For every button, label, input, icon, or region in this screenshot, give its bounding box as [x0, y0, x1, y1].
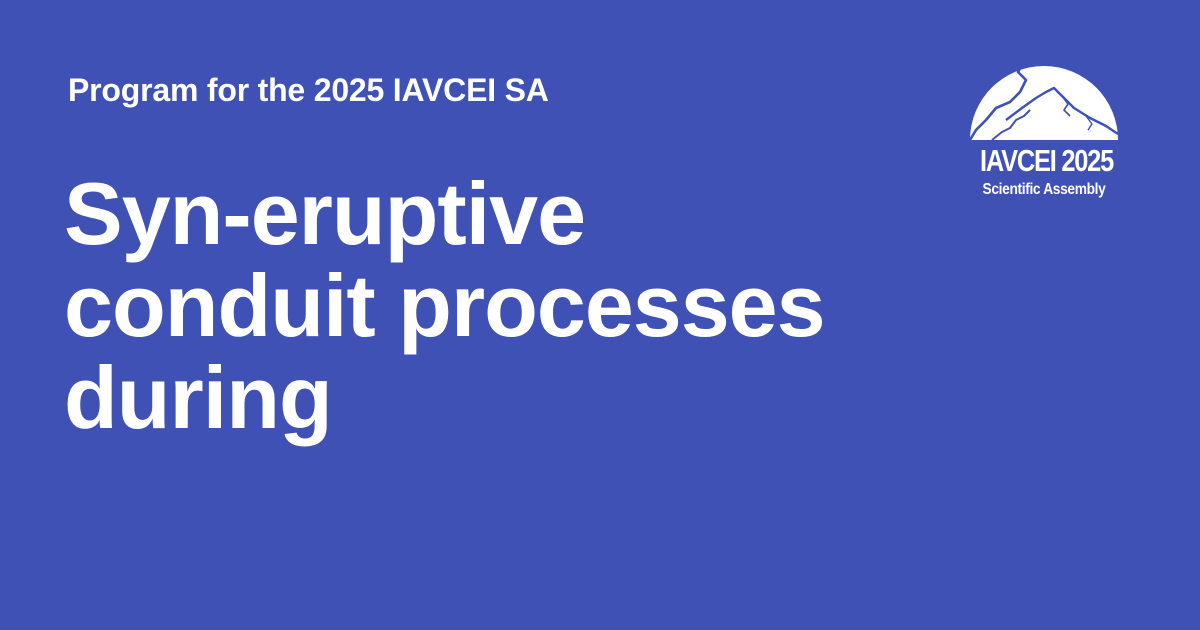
session-title-line: Syn-eruptive [64, 164, 586, 263]
program-label: Program for the 2025 IAVCEI SA [68, 72, 549, 108]
logo-subtitle: Scientific Assembly [982, 181, 1106, 198]
session-title-line: conduit processes [64, 256, 826, 355]
logo-title: IAVCEI 2025 [980, 143, 1114, 178]
volcano-dome-icon [968, 61, 1119, 141]
iavcei-2025-logo: IAVCEI 2025 Scientific Assembly [966, 58, 1122, 206]
session-title: Syn-eruptive conduit processes during [64, 168, 924, 444]
session-title-line: during [64, 348, 333, 447]
